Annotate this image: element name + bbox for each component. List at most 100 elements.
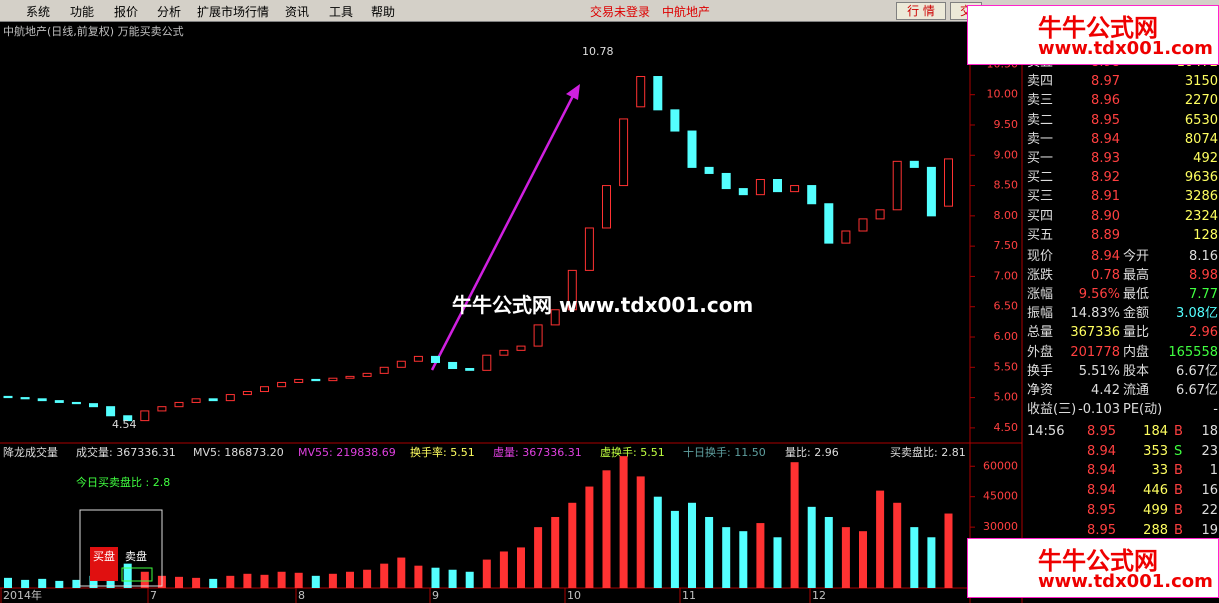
stat-label: 流通 <box>1123 382 1150 398</box>
indicator-value: 虚量: 367336.31 <box>493 446 582 459</box>
book-label: 买三 <box>1027 189 1054 205</box>
stat-value: 7.77 <box>1189 287 1218 303</box>
indicator-value: 换手率: 5.51 <box>410 445 475 459</box>
stat-label: 收益(三) <box>1027 401 1077 417</box>
y-tick-label: 6.00 <box>994 330 1019 343</box>
y-tick-label: 30000 <box>983 520 1018 533</box>
volume-bar <box>534 527 543 588</box>
volume-bar <box>739 531 748 588</box>
menu-item[interactable]: 扩展市场行情 <box>197 5 270 19</box>
y-tick-label: 9.50 <box>994 118 1019 131</box>
candle-body <box>619 118 629 187</box>
candle-body <box>926 166 936 217</box>
volume-bar <box>551 516 560 588</box>
tick-volume: 33 <box>1151 463 1168 479</box>
tick-count: 19 <box>1201 522 1218 538</box>
volume-bar <box>192 577 201 588</box>
volume-bar <box>602 470 611 588</box>
candle-body <box>191 398 201 403</box>
candle-body <box>687 130 697 168</box>
candle-body <box>602 185 611 229</box>
book-price: 8.92 <box>1091 170 1120 186</box>
candle-body <box>755 179 765 196</box>
volume-bar <box>294 572 303 588</box>
stat-label: 涨跌 <box>1027 268 1054 284</box>
tick-side: B <box>1174 483 1183 499</box>
inset-label: 今日买卖盘比 : 2.8 <box>76 475 170 489</box>
book-label: 卖四 <box>1027 74 1054 90</box>
candle-body <box>584 227 594 271</box>
menu-item[interactable]: 功能 <box>70 5 95 19</box>
volume-bar <box>72 579 81 588</box>
trend-arrow <box>430 89 578 371</box>
candle-body <box>294 378 304 383</box>
menu-item[interactable]: 分析 <box>157 5 182 19</box>
candle-body <box>738 188 748 196</box>
book-price: 8.89 <box>1091 227 1120 243</box>
tick-price: 8.95 <box>1087 502 1116 518</box>
volume-bar <box>38 578 47 588</box>
indicator-value: MV5: 186873.20 <box>193 446 284 459</box>
stat-label: 振幅 <box>1027 306 1054 322</box>
tick-volume: 499 <box>1143 502 1168 518</box>
indicator-value: 量比: 2.96 <box>785 446 839 459</box>
volume-bar <box>277 571 286 588</box>
menu-item[interactable]: 资讯 <box>285 5 310 19</box>
volume-bar <box>653 496 662 588</box>
stat-value: - <box>1213 401 1218 417</box>
toolbar-button[interactable]: 行 情 <box>896 2 946 20</box>
stat-value: 367336 <box>1070 325 1120 341</box>
date-label: 2014年 <box>3 588 42 602</box>
menu-item[interactable]: 工具 <box>329 5 354 19</box>
stat-label: 换手 <box>1027 363 1054 379</box>
book-volume: 9636 <box>1184 170 1218 186</box>
menu-item[interactable]: 报价 <box>114 5 139 19</box>
menu-item[interactable]: 帮助 <box>371 5 396 19</box>
chart-area: 中航地产(日线,前复权) 万能买卖公式 4.50 5.00 5.50 6.00 6.50 7… <box>0 22 1219 603</box>
stat-value: 6.67亿 <box>1176 382 1218 398</box>
book-label: 卖一 <box>1027 131 1054 147</box>
y-tick-label: 5.00 <box>994 391 1019 404</box>
buy-label: 买盘 <box>93 549 115 563</box>
candle-body <box>892 160 902 211</box>
candle-body <box>875 209 885 220</box>
tick-side: S <box>1174 443 1183 459</box>
candle-body <box>909 160 919 168</box>
volume-bar <box>55 580 64 588</box>
buy-box <box>90 547 118 581</box>
volume-bar <box>670 510 679 588</box>
volume-bar <box>380 563 389 588</box>
stat-label: 最低 <box>1123 287 1150 303</box>
tick-volume: 288 <box>1143 522 1168 538</box>
volume-bar <box>414 565 423 588</box>
candle-body <box>208 398 218 402</box>
candle-body <box>721 172 731 190</box>
watermark-title: 牛牛公式网 <box>1038 14 1158 42</box>
book-volume: 128 <box>1193 227 1218 243</box>
stat-label: 外盘 <box>1027 344 1054 360</box>
book-volume: 492 <box>1193 151 1218 166</box>
y-tick-label: 9.00 <box>994 148 1019 161</box>
candle-body <box>106 406 116 417</box>
volume-bar <box>209 578 218 588</box>
watermark: 牛牛公式网 www.tdx001.com <box>967 538 1219 598</box>
volume-bar <box>927 537 936 588</box>
candle-body <box>345 375 355 379</box>
stat-label: 总量 <box>1027 325 1054 341</box>
volume-bar <box>89 575 98 588</box>
candle-body <box>157 406 167 412</box>
sell-box <box>121 567 153 582</box>
candle-body <box>516 345 526 351</box>
login-status: 交易未登录 <box>590 5 651 19</box>
tick-side: B <box>1174 463 1183 479</box>
candle-body <box>328 377 338 382</box>
y-tick-label: 5.50 <box>994 360 1019 373</box>
tick-count: 22 <box>1201 502 1218 518</box>
book-label: 买一 <box>1027 151 1054 166</box>
volume-bar <box>773 537 782 588</box>
volume-bar <box>619 456 628 588</box>
menu-item[interactable]: 系统 <box>26 5 51 19</box>
volume-bar <box>311 575 320 588</box>
stat-label: PE(动) <box>1123 401 1163 417</box>
